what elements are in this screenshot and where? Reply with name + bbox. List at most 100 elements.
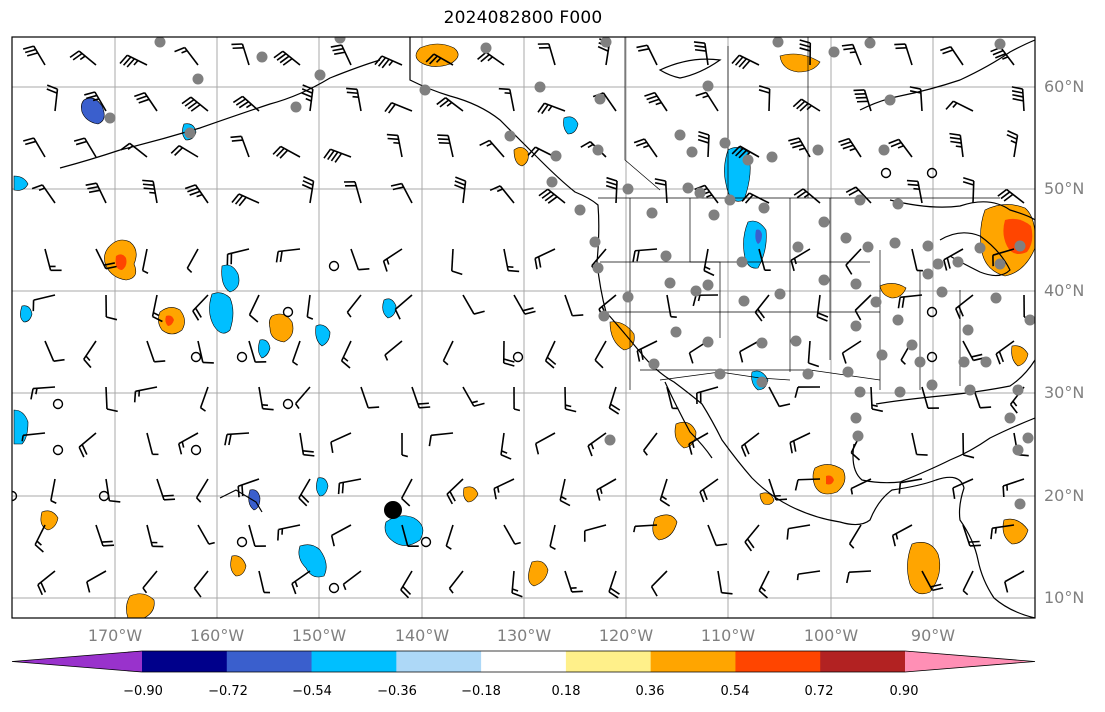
station-dot <box>894 386 906 398</box>
wind-barb-feather <box>1002 56 1009 60</box>
lon-label-150w: 150°W <box>291 626 347 645</box>
station-dot <box>622 183 634 195</box>
wind-barb <box>643 432 658 451</box>
wind-barb-feather <box>843 47 855 51</box>
wind-barb-feather <box>417 402 429 405</box>
wind-barb <box>50 478 56 501</box>
wind-barb-feather <box>731 54 740 65</box>
station-dot <box>1022 432 1034 444</box>
wind-barb-feather <box>177 443 183 455</box>
station-dot <box>192 73 204 85</box>
wind-barb-feather <box>695 91 707 97</box>
wind-barb-feather <box>92 98 100 102</box>
anomaly-negative-shape <box>316 477 329 497</box>
wind-barb-feather <box>142 269 149 274</box>
wind-barb-feather <box>1012 93 1024 98</box>
wind-barb <box>445 524 454 547</box>
station-dot <box>818 216 830 228</box>
wind-barb-feather <box>428 435 432 447</box>
wind-barb-feather <box>545 360 555 369</box>
wind-barb-feather <box>845 264 853 275</box>
wind-barb-feather <box>101 540 113 543</box>
wind-barb-feather <box>386 133 398 137</box>
wind-barb-feather <box>638 48 650 52</box>
wind-barb-feather <box>703 269 715 277</box>
station-dot <box>682 182 694 194</box>
wind-barb-feather <box>301 183 313 190</box>
wind-barb-feather <box>845 186 857 194</box>
wind-barb-feather <box>590 443 595 450</box>
wind-barb-feather <box>232 95 243 104</box>
anomaly-positive-shape <box>759 492 775 505</box>
wind-barb <box>295 386 311 405</box>
wind-barb-feather <box>1006 133 1018 140</box>
wind-barb-feather <box>425 53 435 63</box>
wind-barb-feather <box>633 138 645 144</box>
station-ring <box>328 260 340 272</box>
station-dot <box>1012 384 1024 396</box>
wind-barb <box>195 478 209 499</box>
lat-label-60n: 60°N <box>1044 77 1085 96</box>
wind-barb-feather <box>1012 400 1018 407</box>
wind-barb-feather <box>401 454 409 458</box>
wind-barb-feather <box>760 586 767 592</box>
lat-gridlines <box>12 86 1035 599</box>
wind-barb-feather <box>235 98 246 106</box>
wind-barb-feather <box>106 408 118 413</box>
wind-barb-feather <box>323 148 332 159</box>
wind-barb-feather <box>330 441 334 454</box>
wind-barb-feather <box>401 497 411 507</box>
wind-barb-feather <box>796 574 800 581</box>
wind-barb-feather <box>230 135 242 139</box>
station-dot <box>708 209 720 221</box>
wind-barb-feather <box>932 587 944 592</box>
wind-barb-feather <box>949 132 961 136</box>
wind-barb-feather <box>46 84 58 90</box>
wind-barb-feather <box>792 144 804 149</box>
wind-barb-feather <box>346 311 352 318</box>
wind-barb-feather <box>511 592 523 598</box>
station-ring <box>98 490 110 502</box>
wind-barb-feather <box>439 99 450 108</box>
wind-barb-feather <box>305 97 312 102</box>
wind-barb-feather <box>587 143 594 149</box>
wind-barb-feather <box>694 45 706 48</box>
wind-barb-feather <box>994 527 997 534</box>
wind-barb <box>448 570 464 589</box>
wind-barb-feather <box>898 482 902 494</box>
station-dot <box>664 277 676 289</box>
wind-barb-feather <box>969 544 981 547</box>
wind-barb-feather <box>559 499 571 507</box>
wind-barb-feather <box>85 355 91 362</box>
wind-barb-feather <box>302 179 314 186</box>
wind-barb-feather <box>1011 86 1023 90</box>
wind-barb-feather <box>901 296 905 308</box>
wind-barb-feather <box>524 310 536 315</box>
wind-barb <box>911 248 918 271</box>
wind-barb-feather <box>537 256 542 268</box>
wind-barb-feather <box>194 307 202 318</box>
colorbar-outline <box>11 650 1036 673</box>
wind-barb <box>921 386 929 409</box>
wind-barb-feather <box>610 403 621 411</box>
wind-barb-feather <box>580 140 591 148</box>
anomaly-negative-shape <box>13 409 29 445</box>
wind-barb-feather <box>758 85 770 90</box>
station-dot <box>622 291 634 303</box>
station-ring <box>190 351 202 363</box>
lon-label-100w: 100°W <box>803 626 859 645</box>
wind-barb-feather <box>794 386 799 398</box>
wind-barb-feather <box>279 55 290 64</box>
wind-barb-feather <box>842 144 854 150</box>
wind-barb-feather <box>330 44 342 48</box>
station-dot <box>802 368 814 380</box>
wind-barb-feather <box>958 305 964 317</box>
wind-barb-feather <box>342 356 349 362</box>
wind-barb <box>848 570 872 573</box>
wind-barb-feather <box>86 581 91 593</box>
wind-barbs <box>21 38 1035 599</box>
colorbar-extend-low <box>12 651 142 672</box>
wind-barb-feather <box>849 147 856 152</box>
wind-barb <box>848 524 862 545</box>
station-dot <box>994 258 1006 270</box>
